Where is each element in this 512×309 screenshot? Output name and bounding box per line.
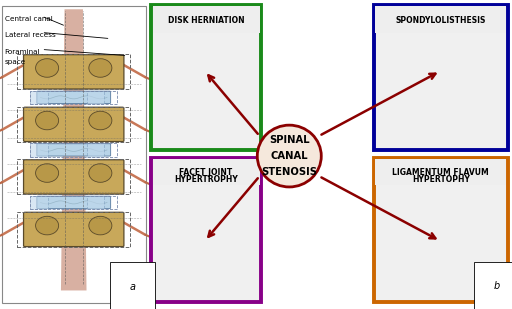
FancyBboxPatch shape — [2, 6, 146, 303]
FancyBboxPatch shape — [37, 144, 111, 156]
Text: HYPERTROPHY: HYPERTROPHY — [174, 175, 238, 184]
FancyBboxPatch shape — [30, 196, 48, 209]
FancyBboxPatch shape — [153, 6, 260, 33]
Text: DISK HERNIATION: DISK HERNIATION — [168, 15, 244, 25]
Text: LIGAMENTUM FLAVUM: LIGAMENTUM FLAVUM — [393, 168, 489, 177]
Ellipse shape — [89, 216, 112, 235]
Text: Central canal: Central canal — [5, 16, 52, 22]
Text: CANAL: CANAL — [270, 151, 308, 161]
Text: HYPERTOPHY: HYPERTOPHY — [412, 175, 470, 184]
FancyBboxPatch shape — [24, 107, 124, 142]
Text: SPONDYLOLISTHESIS: SPONDYLOLISTHESIS — [396, 15, 486, 25]
Ellipse shape — [36, 59, 58, 77]
FancyBboxPatch shape — [37, 91, 111, 104]
FancyBboxPatch shape — [30, 143, 48, 157]
FancyBboxPatch shape — [37, 196, 111, 209]
FancyBboxPatch shape — [24, 212, 124, 247]
FancyBboxPatch shape — [151, 158, 261, 302]
Text: FACET JOINT: FACET JOINT — [179, 168, 233, 177]
Text: STENOSIS: STENOSIS — [261, 167, 317, 177]
FancyBboxPatch shape — [87, 143, 104, 157]
Ellipse shape — [36, 164, 58, 182]
FancyBboxPatch shape — [153, 159, 260, 185]
Ellipse shape — [36, 111, 58, 130]
Text: b: b — [494, 281, 500, 291]
Text: Foraminal: Foraminal — [5, 49, 40, 55]
Ellipse shape — [89, 111, 112, 130]
Text: a: a — [130, 281, 136, 291]
Ellipse shape — [36, 216, 58, 235]
FancyBboxPatch shape — [374, 158, 508, 302]
FancyBboxPatch shape — [87, 196, 104, 209]
Text: space: space — [5, 59, 26, 65]
Polygon shape — [61, 9, 87, 290]
FancyBboxPatch shape — [375, 6, 506, 33]
FancyBboxPatch shape — [24, 160, 124, 194]
Ellipse shape — [89, 59, 112, 77]
Ellipse shape — [89, 164, 112, 182]
FancyBboxPatch shape — [87, 91, 104, 104]
FancyBboxPatch shape — [374, 5, 508, 150]
FancyBboxPatch shape — [24, 55, 124, 89]
Ellipse shape — [257, 125, 322, 187]
Text: Lateral recess: Lateral recess — [5, 32, 55, 38]
Text: SPINAL: SPINAL — [269, 135, 310, 145]
FancyBboxPatch shape — [30, 91, 48, 104]
FancyBboxPatch shape — [375, 159, 506, 185]
FancyBboxPatch shape — [151, 5, 261, 150]
